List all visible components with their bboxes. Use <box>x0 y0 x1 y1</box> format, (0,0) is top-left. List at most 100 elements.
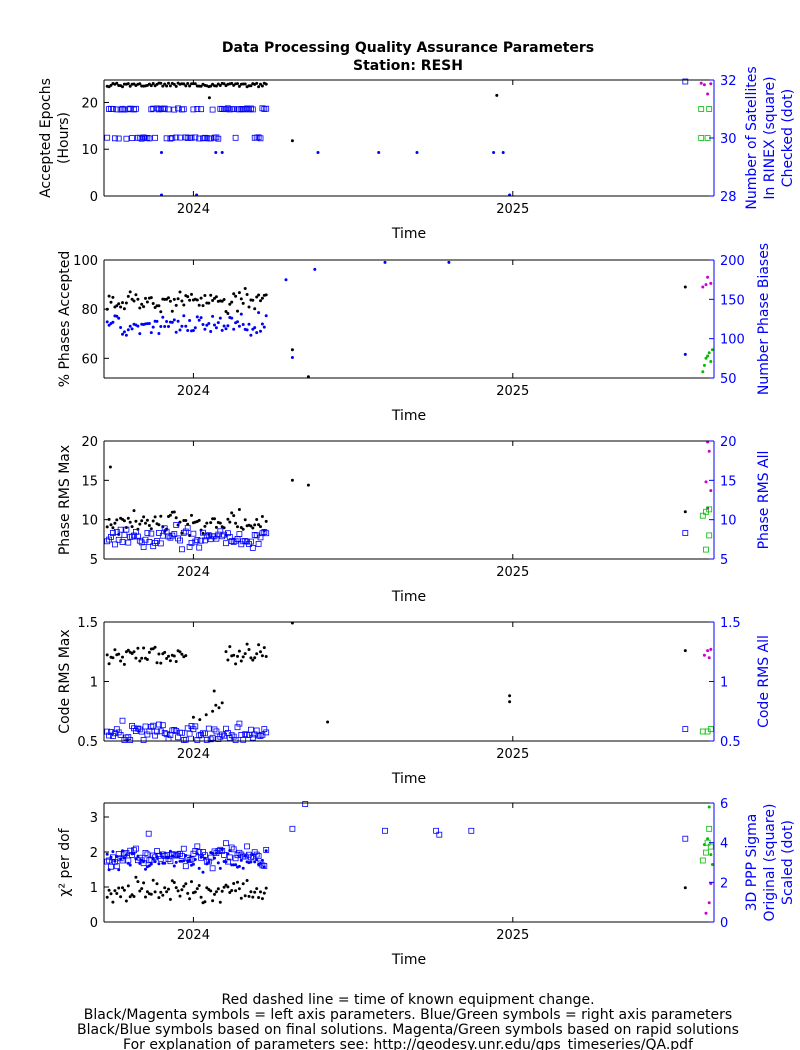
panel-5-right-final-dot-point <box>149 862 153 866</box>
panel-2-left-final-dot-point <box>151 302 155 305</box>
panel-2-ytick-left-label: 100 <box>73 254 98 269</box>
panel-5-right-rapid-square-point <box>707 843 714 850</box>
panel-1-right-final-square-point <box>246 106 252 113</box>
panel-3-left-final-dot-point <box>172 510 176 514</box>
panel-4-left-final-dot-point <box>237 649 241 653</box>
panel-4-left-final-dot-point <box>241 655 245 659</box>
panel-3-left-final-dot-point <box>174 516 178 520</box>
panel-5-left-final-dot-point <box>176 889 180 893</box>
panel-2-left-final-dot-point <box>121 301 124 305</box>
panel-2-right-rapid-dot-point <box>706 354 710 358</box>
panel-2-left-final-dot-point <box>188 298 192 302</box>
panel-2-right-final-dot-point <box>193 326 197 330</box>
panel-5-right-final-dot-point <box>155 855 159 859</box>
panel-3-left-final-dot-point <box>290 478 294 482</box>
panel-3-right-final-square-point <box>131 532 137 539</box>
panel-3-right-final-square-point <box>201 537 208 544</box>
panel-5-right-final-square-point <box>242 853 249 860</box>
panel-2-left-rapid-dot-point <box>709 281 713 285</box>
panel-2-right-final-dot-point <box>176 319 180 323</box>
panel-2-left-final-dot-point <box>211 299 215 302</box>
panel-2-left-final-dot-point <box>119 305 123 309</box>
panel-3-left-final-dot-point <box>111 526 115 530</box>
panel-5-left-final-dot-point <box>251 895 255 899</box>
panel-5-left-final-dot-point <box>216 887 220 891</box>
panel-5-right-final-dot-point <box>113 859 117 863</box>
panel-4-left-final-dot-point <box>262 646 266 650</box>
panel-2-left-final-dot-point <box>203 294 207 297</box>
panel-4-left-final-dot-point <box>132 650 136 654</box>
panel-4-right-final-square-point <box>236 720 243 727</box>
panel-4-right-final-square-point <box>134 725 141 732</box>
panel-5-right-final-dot-point <box>193 858 197 861</box>
panel-3-ytick-left-label: 20 <box>81 435 98 450</box>
panel-1-right-final-square-point <box>123 135 130 142</box>
panel-2-left-final-dot-point <box>683 285 687 289</box>
panel-2-right-final-dot-point <box>214 326 218 330</box>
panel-3-right-final-square-point <box>188 540 195 546</box>
panel-3-left-final-dot-point <box>186 522 190 526</box>
panel-1-right-final-square-point <box>131 106 137 113</box>
panel-4-left-final-dot-point <box>253 656 257 660</box>
panel-4-right-final-square-point <box>203 737 210 743</box>
panel-4-right-final-square-point <box>223 725 229 732</box>
panel-3-marks <box>104 440 713 553</box>
panel-5-right-final-dot-point <box>105 852 109 856</box>
panel-4-left-final-dot-point <box>249 656 253 660</box>
panel-1-marks <box>104 78 713 197</box>
panel-2-marks <box>105 260 714 379</box>
panel-3-left-final-dot-point <box>115 518 119 522</box>
panel-2-right-final-dot-point <box>191 329 195 332</box>
panel-5-left-final-dot-point <box>153 890 157 894</box>
panel-2-right-final-dot-point <box>163 325 167 328</box>
panel-3-right-final-square-point <box>224 530 231 537</box>
panel-5-right-final-square-point <box>142 850 149 856</box>
panel-2-ytick-right-label: 200 <box>720 254 745 269</box>
panel-4-right-final-square-point <box>119 717 126 724</box>
panel-2-left-final-dot-point <box>178 290 182 294</box>
panel-4-right-final-square-point <box>113 726 120 733</box>
panel-4-right-final-square-point <box>140 737 147 743</box>
panel-2-right-rapid-dot-point <box>709 360 713 363</box>
panel-1-ytick-left-label: 10 <box>81 143 98 158</box>
panel-2-left-final-dot-point <box>132 299 136 303</box>
panel-2-left-final-dot-point <box>226 312 230 315</box>
panel-5-left-rapid-dot-point <box>707 901 711 905</box>
panel-3-ylabel-right: Phase RMS All <box>756 451 772 550</box>
panel-2-left-final-dot-point <box>239 297 243 301</box>
panel-5-right-final-dot-point <box>251 853 255 857</box>
panel-5-left-final-dot-point <box>237 887 241 891</box>
panel-2-right-final-dot-point <box>239 312 243 316</box>
panel-1-right-final-square-point <box>127 105 134 112</box>
panel-1-right-final-square-point <box>244 105 251 112</box>
panel-5-marks <box>104 801 714 915</box>
panel-2-left-final-dot-point <box>138 306 142 310</box>
panel-5-left-final-dot-point <box>145 890 149 894</box>
panel-2-left-final-dot-point <box>207 301 211 305</box>
panel-4-left-final-dot-point <box>508 700 512 704</box>
panel-5-left-final-dot-point <box>214 890 218 894</box>
panel-5-ytick-left-label: 1 <box>90 881 98 896</box>
panel-5-right-final-dot-point <box>122 856 126 860</box>
panel-3-right-final-square-point <box>200 529 206 536</box>
panel-4-left-final-dot-point <box>140 656 144 660</box>
panel-2-left-final-dot-point <box>134 293 138 297</box>
panel-3-right-final-square-point <box>263 530 270 537</box>
panel-1-left-final-dot-point <box>260 84 264 88</box>
panel-4-left-final-dot-point <box>105 653 109 657</box>
panel-3-right-final-square-point <box>104 538 111 545</box>
panel-5-right-final-dot-point <box>260 858 264 862</box>
panel-4-right-final-square-point <box>178 729 185 736</box>
panel-3-left-final-dot-point <box>226 517 230 521</box>
panel-5-right-final-square-point <box>113 863 120 870</box>
panel-2-right-final-dot-point <box>157 332 161 335</box>
panel-5-right-final-dot-point <box>199 855 203 859</box>
panel-3-left-final-dot-point <box>259 525 262 529</box>
panel-3-left-final-dot-point <box>128 520 132 524</box>
panel-3-left-rapid-dot-point <box>704 480 708 484</box>
panel-1-left-final-dot-point <box>121 85 124 89</box>
panel-5-left-final-dot-point <box>262 891 266 895</box>
panel-2-left-final-dot-point <box>122 307 126 311</box>
panel-2-left-final-dot-point <box>182 303 186 307</box>
panel-4-right-final-square-point <box>213 728 220 735</box>
